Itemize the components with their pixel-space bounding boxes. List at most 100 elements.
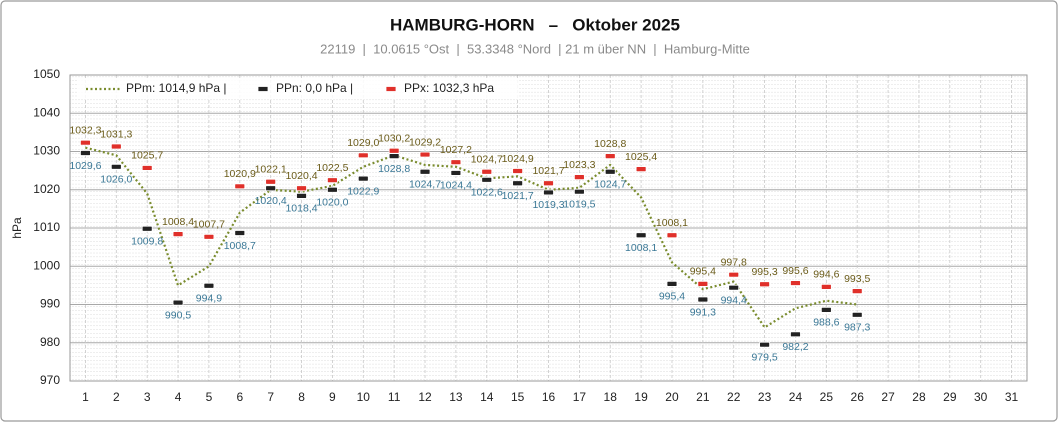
- value-label: 1008,4: [162, 216, 194, 228]
- x-tick-label: 12: [418, 390, 432, 404]
- value-label: 982,2: [782, 341, 808, 353]
- marker: [450, 170, 462, 176]
- x-tick-label: 26: [851, 390, 865, 404]
- x-tick-label: 28: [912, 390, 926, 404]
- value-label: 990,5: [165, 309, 191, 321]
- value-label: 1022,9: [347, 185, 379, 197]
- chart-title: HAMBURG-HORN – Oktober 2025: [390, 15, 680, 34]
- value-label: 995,4: [690, 266, 716, 278]
- legend-swatch: [257, 86, 269, 92]
- value-label: 1007,7: [193, 219, 225, 231]
- y-tick-label: 1000: [33, 258, 60, 272]
- value-label: 1032,3: [69, 124, 101, 136]
- y-tick-label: 1020: [33, 182, 60, 196]
- legend-label: PPx: 1032,3 hPa: [404, 81, 494, 95]
- y-tick-label: 980: [40, 335, 60, 349]
- x-tick-label: 29: [943, 390, 957, 404]
- legend-label: PPm: 1014,9 hPa |: [126, 81, 227, 95]
- marker: [820, 284, 832, 290]
- x-tick-label: 3: [144, 390, 151, 404]
- x-tick-label: 22: [727, 390, 741, 404]
- x-tick-label: 16: [542, 390, 556, 404]
- value-label: 1025,4: [625, 151, 657, 163]
- marker: [388, 153, 400, 159]
- marker: [697, 280, 709, 287]
- mean-line: [85, 146, 858, 329]
- value-label: 1020,4: [255, 195, 287, 207]
- value-label: 994,9: [196, 293, 222, 305]
- marker: [512, 168, 524, 174]
- value-label: 1026,0: [100, 174, 132, 186]
- marker: [357, 152, 369, 159]
- x-tick-label: 2: [113, 390, 120, 404]
- marker: [481, 168, 493, 175]
- value-label: 987,3: [844, 322, 870, 334]
- marker: [635, 232, 647, 239]
- value-label: 1018,4: [285, 203, 317, 215]
- value-label: 1024,4: [440, 180, 472, 192]
- marker: [327, 177, 338, 184]
- value-label: 1024,9: [502, 153, 534, 165]
- x-tick-label: 7: [267, 390, 274, 404]
- x-tick-label: 5: [206, 390, 213, 404]
- x-tick-label: 8: [298, 390, 305, 404]
- value-label: 1008,1: [625, 242, 657, 254]
- marker: [635, 166, 647, 172]
- value-label: 1020,9: [224, 168, 256, 180]
- y-tick-label: 970: [40, 373, 60, 387]
- value-label: 1009,8: [131, 236, 163, 248]
- marker: [790, 331, 801, 338]
- marker: [573, 188, 585, 195]
- marker: [697, 296, 709, 303]
- x-tick-label: 20: [665, 390, 679, 404]
- value-label: 994,4: [721, 294, 747, 306]
- value-label: 1028,8: [594, 138, 626, 150]
- value-label: 1020,4: [285, 170, 317, 182]
- x-tick-label: 10: [357, 390, 371, 404]
- marker: [172, 299, 184, 306]
- value-label: 1008,1: [656, 217, 688, 229]
- value-label: 1024,7: [594, 179, 626, 191]
- value-label: 991,3: [690, 306, 716, 318]
- value-label: 993,5: [844, 273, 870, 285]
- marker: [296, 192, 307, 199]
- x-tick-label: 18: [604, 390, 618, 404]
- value-label: 1008,7: [224, 240, 256, 252]
- marker: [234, 230, 246, 236]
- value-label: 1022,5: [316, 162, 348, 174]
- x-tick-label: 25: [820, 390, 834, 404]
- x-tick-label: 21: [696, 390, 710, 404]
- marker: [450, 159, 462, 166]
- marker: [512, 180, 524, 187]
- marker: [110, 163, 122, 170]
- marker: [296, 185, 307, 192]
- marker: [203, 282, 215, 289]
- value-label: 997,8: [721, 256, 747, 268]
- value-label: 1022,1: [255, 163, 287, 175]
- value-label: 979,5: [751, 351, 777, 363]
- value-label: 1029,2: [409, 136, 441, 148]
- legend-swatch: [385, 86, 397, 92]
- marker: [728, 271, 740, 278]
- y-axis-label: hPa: [10, 217, 24, 239]
- value-label: 1025,7: [131, 150, 163, 162]
- marker: [141, 165, 153, 171]
- y-tick-label: 1050: [33, 67, 60, 81]
- x-tick-label: 11: [388, 390, 401, 404]
- x-tick-label: 4: [175, 390, 182, 404]
- marker: [666, 232, 678, 239]
- value-label: 1028,8: [378, 163, 410, 175]
- marker: [203, 233, 215, 240]
- value-label: 1020,0: [316, 197, 348, 209]
- marker: [234, 183, 246, 190]
- marker: [573, 174, 585, 181]
- marker: [543, 189, 554, 196]
- marker: [759, 341, 770, 348]
- marker: [666, 280, 678, 287]
- marker: [419, 168, 431, 175]
- marker: [265, 185, 277, 192]
- value-label: 995,4: [659, 291, 685, 303]
- x-tick-label: 30: [974, 390, 988, 404]
- plot-border: [69, 74, 1028, 382]
- marker: [80, 139, 91, 146]
